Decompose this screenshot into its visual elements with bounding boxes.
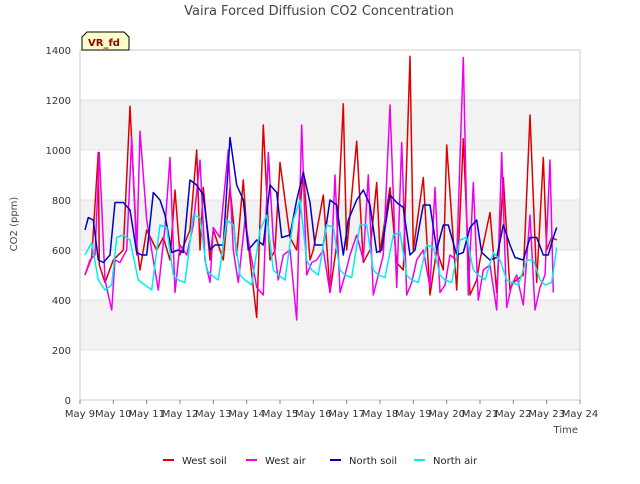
plot-band	[80, 300, 580, 350]
y-tick-label: 200	[52, 346, 71, 357]
x-tick-label: May 15	[262, 409, 299, 420]
series-layer	[84, 55, 558, 321]
y-tick-label: 1000	[46, 146, 71, 157]
chart-title: Vaira Forced Diffusion CO2 Concentration	[184, 4, 454, 19]
y-axis-ticks: 0 200 400 600 800 1000 1200 1400	[46, 46, 71, 407]
x-tick-label: May 18	[362, 409, 399, 420]
plot-band	[80, 350, 580, 400]
x-tick-label: May 21	[462, 409, 499, 420]
plot-background-bands	[80, 50, 580, 400]
chart-legend: West soil West air North soil North air	[163, 456, 478, 467]
x-tick-label: May 11	[128, 409, 165, 420]
series-line-north-air	[84, 199, 558, 291]
legend-label-north-soil: North soil	[349, 456, 397, 467]
x-tick-label: May 9	[65, 409, 95, 420]
legend-label-west-soil: West soil	[182, 456, 227, 467]
series-line-west-air	[84, 56, 555, 321]
plot-band	[80, 150, 580, 200]
y-tick-label: 0	[65, 396, 71, 407]
x-tick-label: May 10	[95, 409, 132, 420]
plot-band	[80, 100, 580, 150]
station-badge-label: VR_fd	[88, 38, 120, 49]
plot-band	[80, 50, 580, 100]
x-tick-label: May 24	[562, 409, 599, 420]
x-tick-label: May 19	[395, 409, 432, 420]
x-tick-label: May 13	[195, 409, 232, 420]
series-line-west-soil	[84, 55, 558, 319]
x-tick-label: May 14	[228, 409, 265, 420]
x-tick-label: May 17	[328, 409, 365, 420]
legend-label-north-air: North air	[433, 456, 478, 467]
x-axis-label: Time	[553, 425, 578, 436]
y-tick-label: 800	[52, 196, 71, 207]
station-badge: VR_fd	[81, 31, 130, 51]
station-badge-box	[81, 31, 130, 51]
x-tick-label: May 20	[428, 409, 465, 420]
series-line-north-soil	[84, 136, 558, 264]
x-tick-label: May 16	[295, 409, 332, 420]
legend-label-west-air: West air	[265, 456, 307, 467]
x-tick-label: May 22	[495, 409, 532, 420]
x-tick-label: May 12	[162, 409, 199, 420]
plot-frame	[79, 49, 581, 401]
y-axis-label: CO2 (ppm)	[9, 197, 20, 252]
x-tick-label: May 23	[528, 409, 565, 420]
y-tick-label: 1200	[46, 96, 71, 107]
y-tick-label: 400	[52, 296, 71, 307]
y-tick-label: 1400	[46, 46, 71, 57]
y-tick-label: 600	[52, 246, 71, 257]
